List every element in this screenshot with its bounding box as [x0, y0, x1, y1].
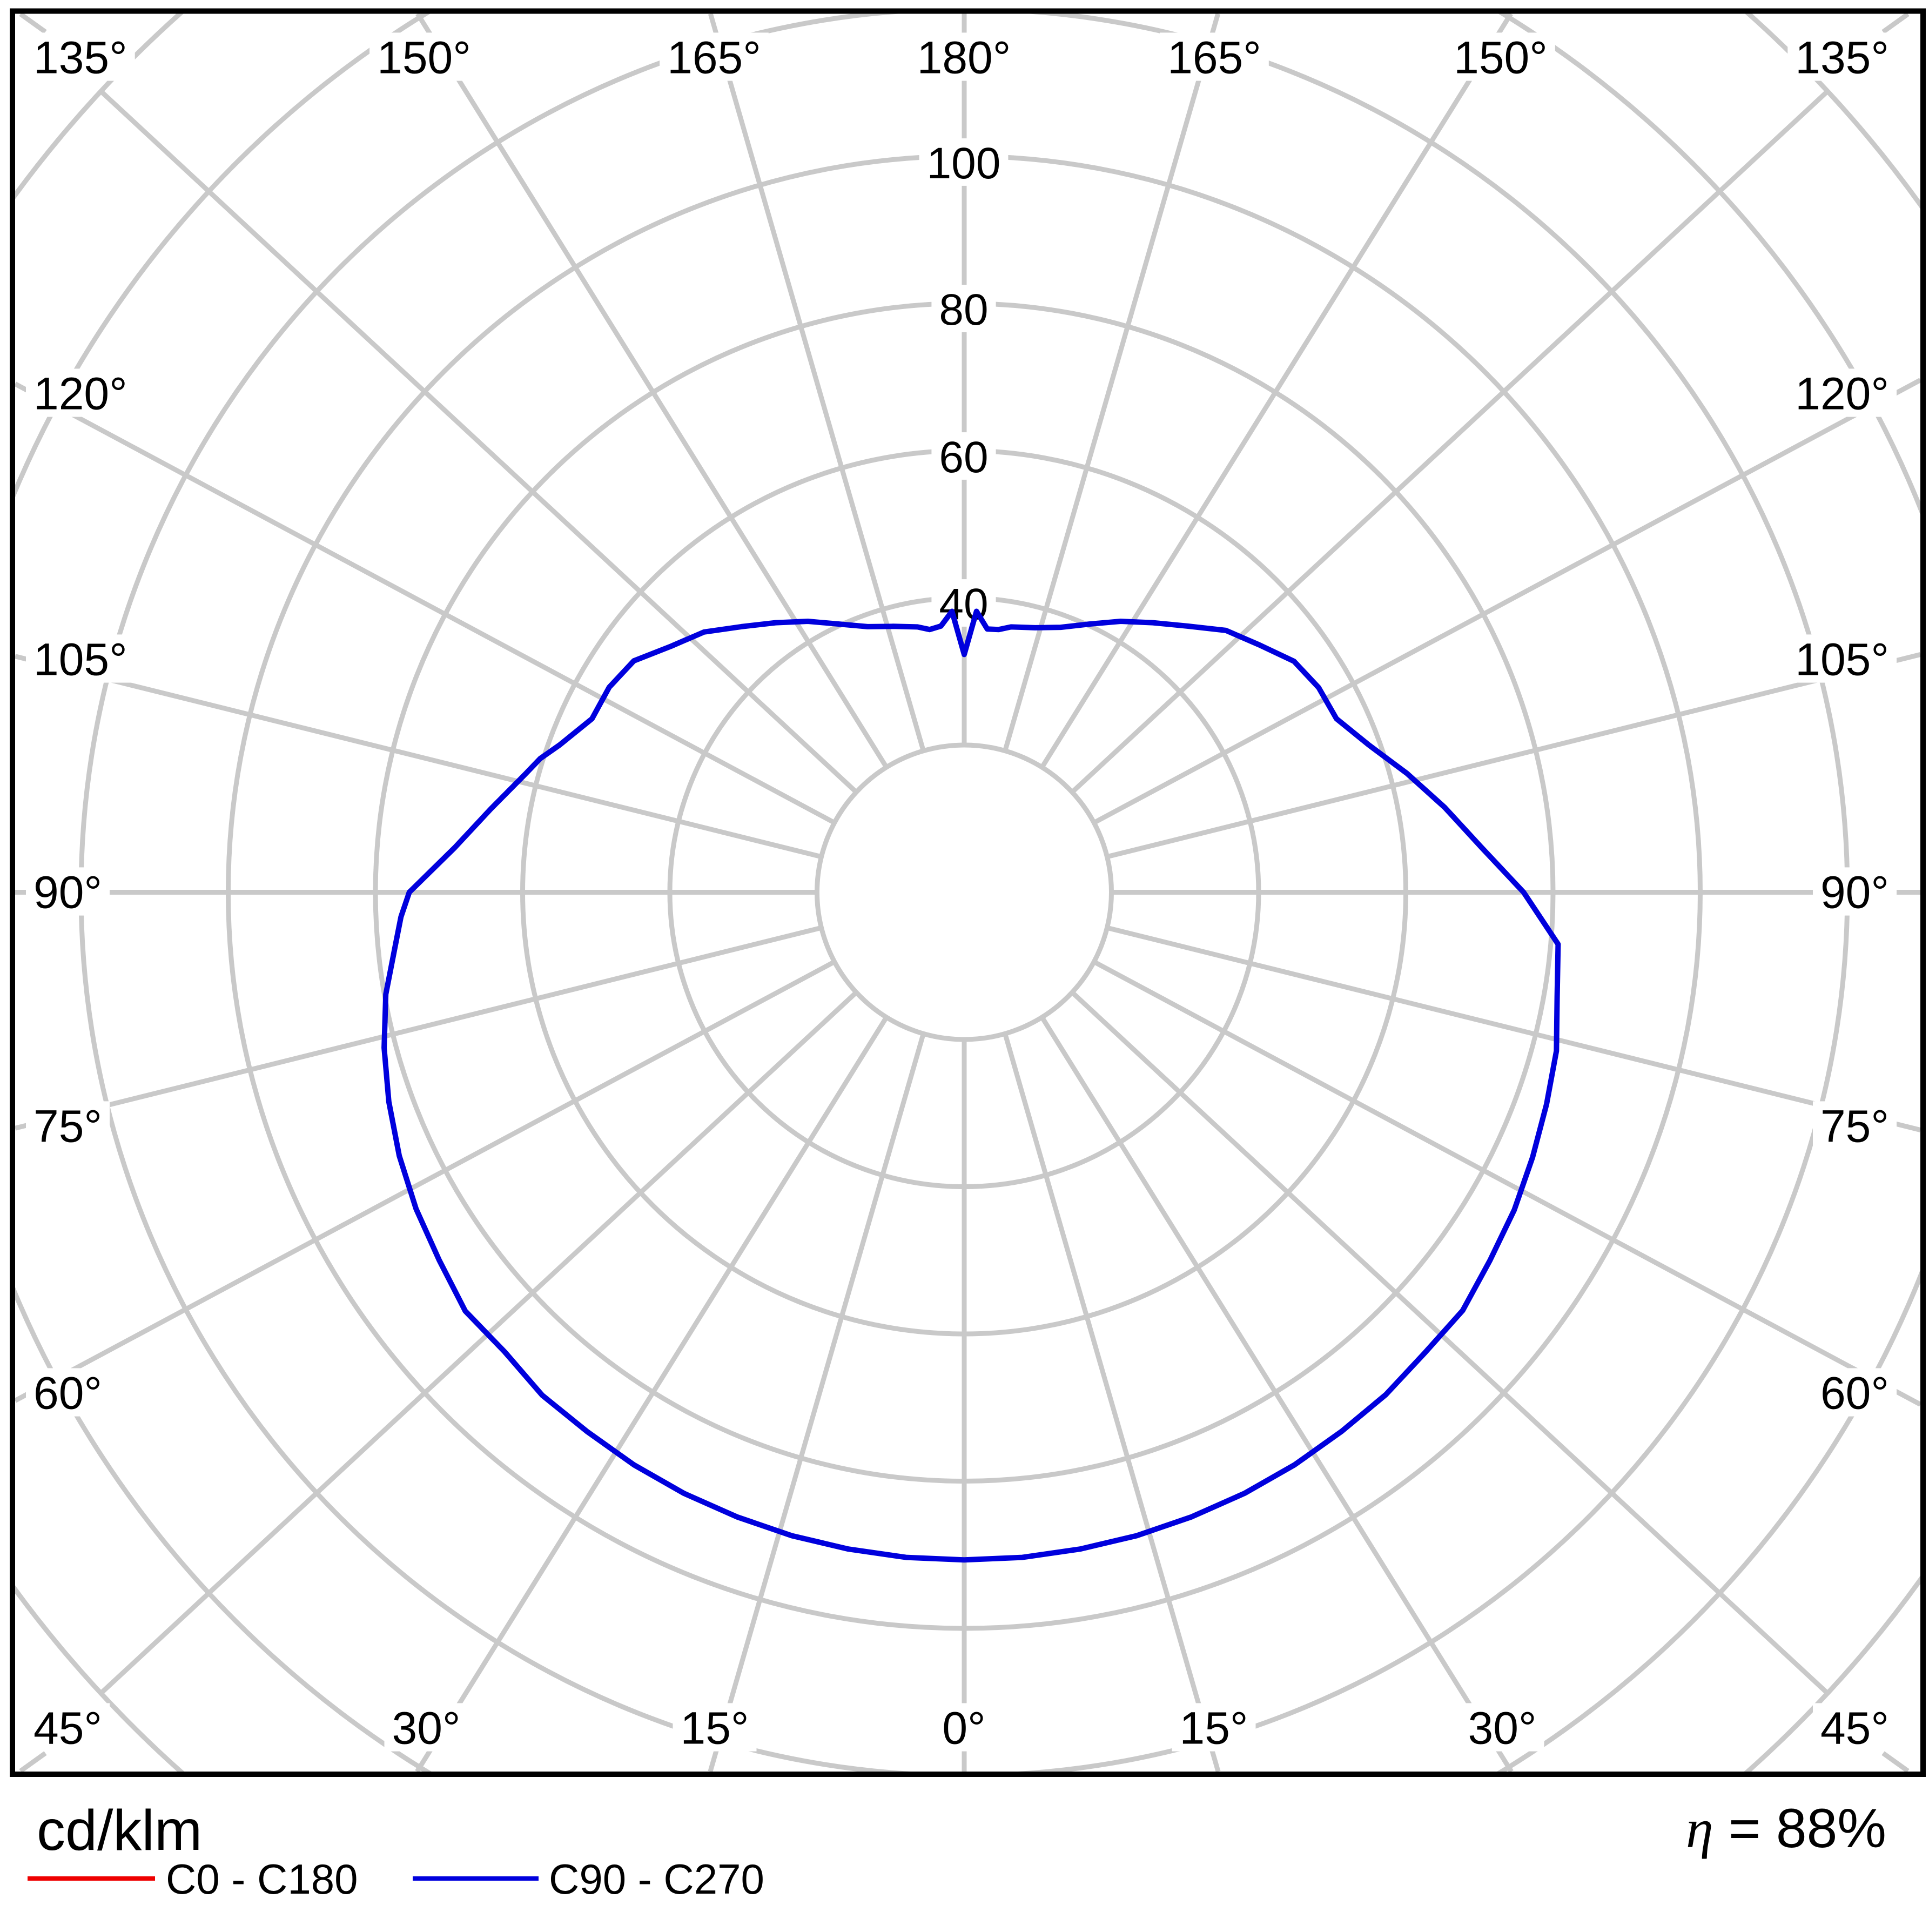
svg-text:60°: 60° [33, 1368, 102, 1419]
svg-text:C0 - C180: C0 - C180 [166, 1855, 358, 1903]
svg-text:45°: 45° [1820, 1703, 1889, 1754]
svg-text:120°: 120° [33, 368, 127, 419]
svg-text:C90 - C270: C90 - C270 [549, 1855, 764, 1903]
svg-text:cd/klm: cd/klm [37, 1799, 202, 1862]
svg-text:0°: 0° [942, 1703, 985, 1754]
svg-text:105°: 105° [33, 634, 127, 685]
svg-text:105°: 105° [1795, 634, 1889, 685]
svg-text:135°: 135° [1795, 32, 1889, 83]
svg-text:135°: 135° [33, 32, 127, 83]
svg-text:165°: 165° [1167, 32, 1261, 83]
svg-text:165°: 165° [667, 32, 761, 83]
svg-text:150°: 150° [1454, 32, 1548, 83]
svg-text:75°: 75° [1820, 1101, 1889, 1152]
svg-text:180°: 180° [917, 32, 1011, 83]
svg-text:15°: 15° [1179, 1703, 1248, 1754]
svg-text:80: 80 [939, 285, 988, 334]
svg-text:60°: 60° [1820, 1368, 1889, 1419]
svg-text:30°: 30° [392, 1703, 460, 1754]
svg-text:120°: 120° [1795, 368, 1889, 419]
svg-text:η = 88%: η = 88% [1686, 1797, 1886, 1860]
svg-text:150°: 150° [377, 32, 471, 83]
svg-text:60: 60 [939, 433, 988, 482]
svg-text:100: 100 [927, 139, 1001, 188]
svg-text:15°: 15° [680, 1703, 749, 1754]
svg-text:90°: 90° [33, 867, 102, 918]
svg-text:45°: 45° [33, 1703, 102, 1754]
svg-text:90°: 90° [1820, 867, 1889, 918]
svg-text:75°: 75° [33, 1101, 102, 1152]
svg-text:30°: 30° [1468, 1703, 1536, 1754]
